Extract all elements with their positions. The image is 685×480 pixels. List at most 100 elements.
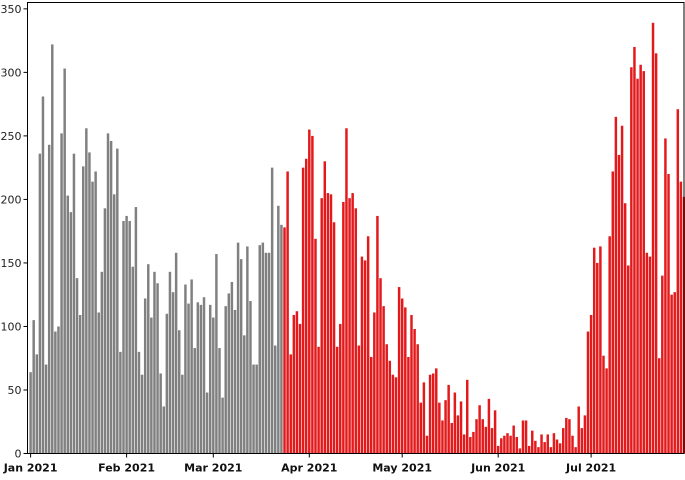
y-tick-label-6: 300 <box>1 66 22 79</box>
bar-s1-24 <box>357 345 361 454</box>
bar-s0-35 <box>137 351 141 454</box>
bar-s0-13 <box>69 212 73 454</box>
bar-s1-39 <box>404 307 407 454</box>
bar-s0-75 <box>261 242 265 454</box>
bar-s0-51 <box>187 303 190 454</box>
bar-s1-48 <box>431 373 435 454</box>
bar-s1-79 <box>527 445 531 454</box>
bar-s1-103 <box>602 355 605 454</box>
bar-s0-0 <box>29 372 32 454</box>
bar-s1-11 <box>317 346 320 454</box>
bar-s1-112 <box>630 67 633 454</box>
bar-s0-52 <box>190 279 193 454</box>
bar-s1-56 <box>456 415 460 454</box>
bar-s1-72 <box>506 433 509 454</box>
bar-s1-4 <box>295 311 299 454</box>
bar-s1-31 <box>379 278 382 454</box>
bar-s1-101 <box>596 262 599 454</box>
x-tick-label-5: Jun 2021 <box>470 462 525 475</box>
bar-s1-25 <box>360 256 364 454</box>
bar-s1-54 <box>450 423 453 454</box>
bar-s1-108 <box>617 154 621 454</box>
bar-s0-5 <box>44 364 48 454</box>
bar-s1-117 <box>645 252 649 454</box>
bar-s0-70 <box>246 246 249 454</box>
bar-s0-73 <box>255 364 258 454</box>
bar-s0-27 <box>112 194 116 454</box>
bar-s1-41 <box>410 315 413 454</box>
bar-s0-50 <box>184 284 187 454</box>
bar-s1-87 <box>552 433 556 454</box>
bar-s0-60 <box>215 254 218 454</box>
bar-s1-32 <box>382 306 385 454</box>
bar-s1-10 <box>314 238 317 454</box>
bar-s0-80 <box>277 205 280 454</box>
bar-s0-8 <box>54 331 57 454</box>
bar-s1-94 <box>574 447 577 454</box>
bar-s0-36 <box>140 374 144 454</box>
bar-s0-41 <box>156 283 159 454</box>
bar-s1-29 <box>373 312 376 454</box>
bars-layer <box>29 22 685 454</box>
bar-s1-113 <box>633 46 636 454</box>
bar-s1-17 <box>335 346 339 454</box>
bar-s0-62 <box>221 397 224 454</box>
bar-s1-67 <box>490 428 494 454</box>
bar-s1-3 <box>292 315 296 454</box>
bar-s0-64 <box>227 293 231 454</box>
bar-s0-72 <box>252 364 255 454</box>
bar-s1-23 <box>354 208 357 454</box>
bar-s1-127 <box>676 109 680 454</box>
bar-s1-21 <box>348 198 351 454</box>
bar-s1-70 <box>500 438 503 454</box>
y-tick-label-1: 50 <box>8 384 22 397</box>
bar-s1-118 <box>648 256 652 454</box>
x-tick-label-4: May 2021 <box>372 462 432 475</box>
bar-s0-54 <box>196 302 200 454</box>
bar-s0-23 <box>100 271 104 454</box>
bar-s1-15 <box>329 194 333 454</box>
bar-s0-12 <box>66 195 69 454</box>
bar-s1-77 <box>521 420 525 454</box>
y-tick-label-5: 250 <box>1 130 22 143</box>
bar-s1-27 <box>366 236 370 454</box>
bar-s0-20 <box>91 181 94 454</box>
bar-s0-47 <box>174 252 178 454</box>
bar-s1-88 <box>555 439 559 454</box>
bar-s1-52 <box>444 400 447 454</box>
bar-s0-19 <box>88 152 91 454</box>
bar-s1-120 <box>654 53 658 454</box>
bar-s1-85 <box>546 434 549 454</box>
bar-s1-33 <box>385 344 388 454</box>
x-tick-label-6: Jul 2021 <box>565 462 616 475</box>
bar-s0-44 <box>165 313 169 454</box>
bar-s1-109 <box>620 125 624 454</box>
bar-s0-78 <box>270 167 274 454</box>
bar-s0-3 <box>38 153 42 454</box>
bar-s1-16 <box>332 222 336 454</box>
bar-s1-83 <box>540 434 543 454</box>
bar-s0-76 <box>264 252 268 454</box>
bar-s1-45 <box>422 382 426 454</box>
bar-s1-119 <box>651 22 655 454</box>
bar-s1-64 <box>481 419 484 454</box>
bar-s0-57 <box>205 392 209 454</box>
bar-s1-44 <box>419 402 423 454</box>
bar-s1-50 <box>438 402 441 454</box>
bar-s1-51 <box>441 420 444 454</box>
bar-s1-92 <box>568 419 571 454</box>
bar-s1-61 <box>472 431 475 454</box>
bar-s0-31 <box>125 215 128 454</box>
bar-s1-116 <box>642 71 645 454</box>
bar-s0-49 <box>181 374 184 454</box>
bar-s1-42 <box>413 329 416 454</box>
bar-s0-53 <box>193 348 196 454</box>
bar-s0-67 <box>236 242 240 454</box>
bar-s1-95 <box>577 406 580 454</box>
bar-s1-8 <box>308 129 311 454</box>
bar-s0-56 <box>202 297 206 454</box>
bar-s1-126 <box>673 292 676 454</box>
bar-s1-55 <box>453 392 457 454</box>
